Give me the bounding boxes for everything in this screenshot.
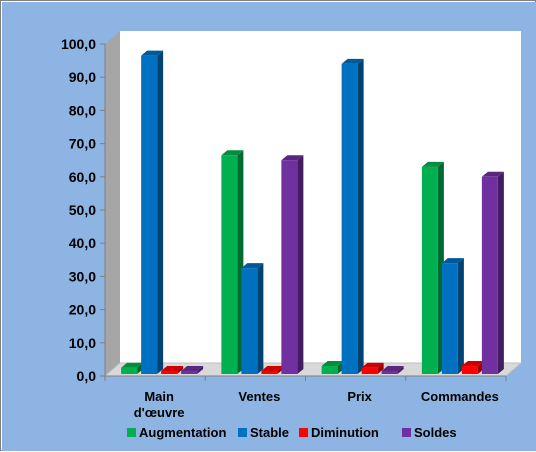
bar-front [241,268,258,374]
bar-front [121,367,138,374]
y-tick-label: 0,0 [77,368,97,384]
x-tick-label: Commandes [421,389,499,404]
bar-top [221,150,244,156]
bar-top [121,362,144,368]
y-tick-label: 30,0 [69,268,96,284]
bar-top [161,366,184,371]
bar [381,366,404,374]
bar [341,58,364,375]
legend-swatch [127,428,136,437]
bar [361,362,384,374]
bar-side [177,366,184,374]
bar-front [421,166,438,374]
y-tick-label: 80,0 [69,102,96,118]
bar-top [381,366,404,371]
plot-side-wall [105,31,120,376]
bar [141,50,164,375]
bar-top [281,155,304,161]
bar-top [341,58,364,64]
legend-swatch [299,428,308,437]
bar-side [377,362,384,374]
bar-front [461,366,478,374]
bar-front [281,160,298,374]
bar-top [421,161,444,167]
bar [421,161,444,374]
bar-front [361,367,378,374]
bar [241,263,264,374]
bar-top [321,361,344,367]
legend-label: Diminution [311,425,379,440]
y-tick-label: 40,0 [69,235,96,251]
bar-side [457,258,464,374]
legend-label: Stable [250,425,289,440]
bar-side [157,50,164,375]
bar-top [481,171,504,177]
bar [441,258,464,374]
bar-front [141,55,158,375]
bar-top [441,258,464,264]
y-tick-label: 90,0 [69,69,96,85]
y-tick-label: 100,0 [61,36,96,52]
plot-back-wall [120,31,521,363]
y-tick-label: 20,0 [69,302,96,318]
y-tick-label: 50,0 [69,202,96,218]
bar-front [441,263,458,374]
bar-side [197,366,204,374]
legend-label: Soldes [414,425,457,440]
bar [481,171,504,374]
bar-top [261,366,284,371]
bar [221,150,244,374]
x-tick-label: Main d'œuvre [134,389,185,420]
bar-side [297,155,304,374]
bar-top [461,361,484,367]
bar-top [141,50,164,56]
y-tick-label: 10,0 [69,335,96,351]
bar-side [497,171,504,374]
bar-front [261,371,278,374]
bar-top [361,362,384,368]
x-tick-label: Ventes [238,389,280,404]
bar-side [397,366,404,374]
legend-label: Augmentation [139,425,226,440]
bar [281,155,304,374]
bar [181,366,204,374]
bar-side [357,58,364,375]
bar-front [161,371,178,374]
legend-swatch [238,428,247,437]
y-tick-label: 60,0 [69,169,96,185]
bar-side [257,263,264,374]
bar-front [321,366,338,374]
bar-front [181,371,198,374]
bar-front [481,176,498,374]
bar [161,366,184,374]
bar-top [181,366,204,371]
bar-front [381,371,398,374]
bar-top [241,263,264,269]
y-tick-label: 70,0 [69,136,96,152]
bar-front [341,63,358,375]
x-tick-label: Prix [347,389,372,404]
legend-swatch [402,428,411,437]
bar-front [221,155,238,374]
